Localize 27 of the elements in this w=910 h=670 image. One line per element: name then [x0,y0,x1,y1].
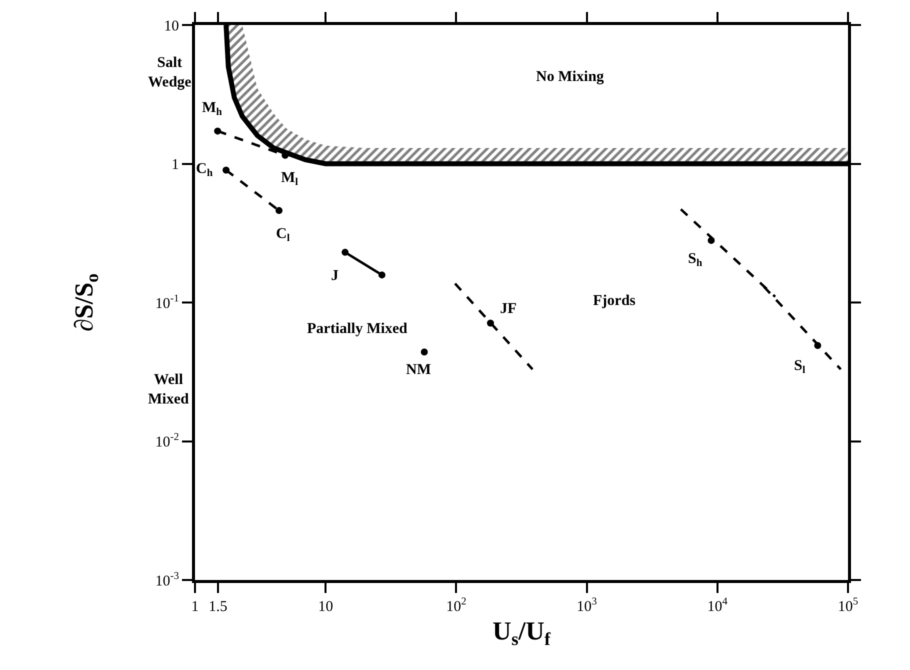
annotation: S$_{l}$ [794,358,806,376]
annotation: C$_{l}$ [276,226,290,244]
y-tick-label: 10$^{-2}$ [155,432,179,450]
annotation: C$_{h}$ [196,161,213,180]
annotation: No Mixing [536,69,604,85]
annotation: S$_{h}$ [688,251,702,270]
annotation: Partially Mixed [307,321,408,337]
annotation: JF [500,301,517,317]
x-tick-label: 10$^{2}$ [446,596,466,615]
x-tick-label: 1.5 [208,599,228,615]
text: Salt Wedge [148,55,192,90]
x-tick-label: 10$^{5}$ [838,596,858,615]
annotation: M$_{l}$ [281,170,298,188]
x-tick-label: 10$^{3}$ [576,596,597,615]
annotation: M$_{h}$ [202,100,222,118]
y-tick-label: 10$^{-3}$ [155,570,179,590]
annotation: J [331,268,339,284]
y-tick-label: 10 [164,18,179,34]
x-tick-label: 10 [318,599,334,615]
text: Well Mixed [148,372,190,408]
x-tick-label: 10$^{4}$ [707,596,728,615]
x-axis-title: U$_{s}$/U$_{f}$ [492,616,552,650]
annotation: NM [406,362,431,378]
y-tick-label: 1 [172,157,179,173]
annotation: Fjords [593,293,636,309]
x-tick-label: 1 [191,599,199,615]
y-tick-label: 10$^{-1}$ [155,293,179,312]
